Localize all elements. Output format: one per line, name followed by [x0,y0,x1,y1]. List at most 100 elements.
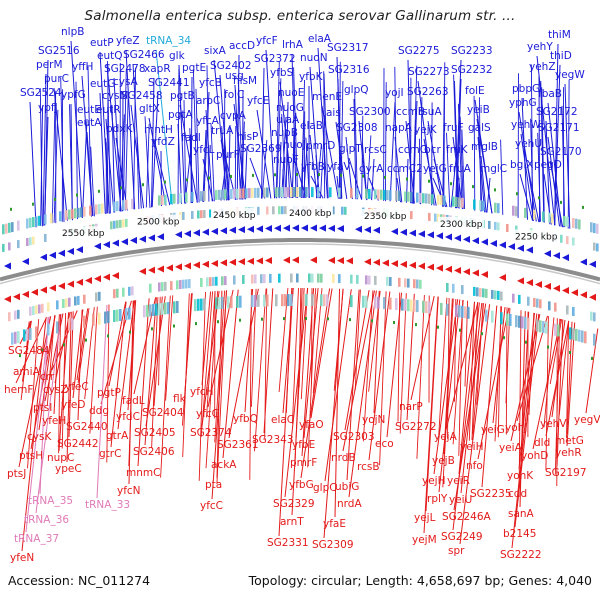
forward-gene-arrow [589,260,596,268]
track-block [572,307,575,316]
top-gene-leader-line [256,109,272,199]
tick-mark [261,317,263,321]
forward-gene-arrow [454,234,461,242]
reverse-gene-arrow [184,262,191,270]
forward-gene-label: yfcA [196,115,220,127]
forward-gene-label: SG2300 [349,106,391,118]
reverse-gene-label: yfcH [190,386,214,398]
bottom-gene-leader-line [585,328,599,414]
outer-track-block [101,203,104,214]
reverse-gene-label: ypeC [55,463,82,475]
track-block [122,219,125,228]
forward-feature-line [530,64,534,221]
inner-track-block [395,298,398,311]
reverse-feature-line [379,291,387,466]
outer-track-block [404,191,407,202]
reverse-gene-label: dld [534,437,550,449]
tick-mark [208,176,210,180]
reverse-gene-label: SG2246A [442,511,492,523]
reverse-gene-arrow [373,258,380,266]
forward-gene-arrow [562,254,569,262]
track-block [8,242,11,251]
inner-track-block [581,330,584,343]
bottom-gene-leader-line [25,316,50,533]
reverse-gene-label: yeiH [460,441,484,453]
track-block [539,299,542,309]
forward-gene-label: yehY [527,41,553,53]
forward-feature-line [453,74,459,208]
forward-feature-line [500,139,504,215]
reverse-feature-line [294,287,303,468]
forward-gene-label: eutE [77,104,101,116]
track-block [485,288,488,298]
tick-mark [582,205,584,209]
forward-gene-label: folC [224,89,244,101]
top-gene-leader-line [358,120,368,200]
forward-gene-label: yffH [72,61,93,73]
tick-mark [481,332,483,336]
forward-gene-arrow [418,230,425,238]
forward-feature-line [210,123,215,202]
forward-feature-line [446,132,451,208]
forward-feature-line [361,115,364,200]
track-block [356,274,359,284]
outer-track-block [338,187,341,198]
outer-track-block [26,218,29,229]
top-gene-leader-line [405,158,409,203]
forward-gene-arrow [463,235,470,243]
reverse-gene-label: yfeH [42,415,66,427]
forward-gene-label: ccmG [398,144,428,156]
outer-track-block [455,197,458,207]
top-gene-leader-line [202,158,214,202]
outer-track-block [593,223,596,234]
bottom-gene-leader-line [373,290,380,414]
outer-track-block [218,189,221,200]
tick-mark [450,182,452,186]
bottom-gene-leader-line [15,317,47,384]
outer-track-block [2,224,5,235]
bottom-gene-leader-line [438,299,461,493]
reverse-gene-arrow [247,257,254,265]
outer-track-block [245,188,248,199]
outer-track-block [164,194,167,205]
forward-feature-line [459,116,464,209]
track-block [566,305,569,315]
bottom-gene-leader-line [144,297,157,446]
track-block [95,292,98,302]
reverse-gene-label: SG2440 [66,421,108,433]
reverse-gene-arrow [517,277,524,285]
forward-gene-arrow [391,228,398,236]
forward-gene-arrow [184,230,191,238]
forward-gene-label: aroC [196,95,220,107]
track-block [203,210,206,218]
top-gene-leader-line [564,83,571,229]
tick-mark [569,351,571,354]
forward-gene-label: nuoN [300,52,328,64]
top-gene-leader-line [153,138,171,206]
forward-gene-label: nuoF [273,154,299,166]
forward-gene-arrow [229,226,236,234]
track-block [17,240,20,249]
forward-gene-label: yeiB [467,104,490,116]
forward-gene-label: thiD [550,50,572,62]
forward-feature-line [223,88,226,201]
reverse-feature-line [442,298,454,488]
reverse-feature-line [200,291,214,438]
outer-track-block [311,187,314,198]
reverse-feature-line [106,304,110,463]
forward-gene-label: nuoB [271,127,298,139]
reverse-feature-line [447,297,450,439]
forward-gene-label: pgtE [182,62,206,74]
bottom-gene-leader-line [566,322,576,447]
forward-gene-arrow [211,227,218,235]
reverse-feature-line [128,300,136,467]
forward-feature-line [412,65,418,204]
track-block [125,218,128,227]
reverse-gene-label: SG2343 [252,434,294,446]
reverse-gene-arrow [553,284,560,292]
outer-track-block [305,187,308,197]
reverse-gene-arrow [211,259,218,267]
position-label: 2450 kbp [213,211,256,221]
forward-gene-arrow [139,235,146,243]
reverse-gene-arrow [310,256,317,264]
